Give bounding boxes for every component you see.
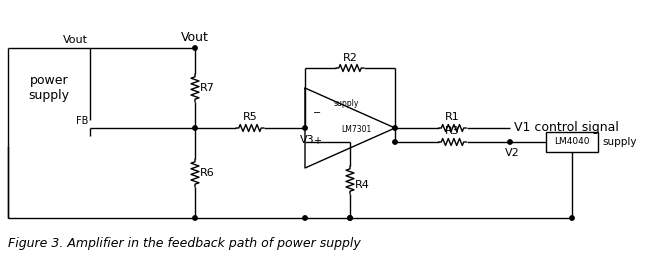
Text: R5: R5 (242, 112, 257, 122)
Text: LM7301: LM7301 (341, 125, 371, 134)
Circle shape (348, 216, 352, 220)
Text: LM4040: LM4040 (554, 138, 590, 147)
Bar (546, 132, 598, 152)
Text: +: + (313, 136, 321, 146)
Circle shape (192, 126, 197, 130)
Circle shape (303, 126, 307, 130)
Text: R1: R1 (445, 112, 460, 122)
Text: Vout: Vout (181, 31, 209, 44)
Text: supply: supply (333, 100, 359, 109)
Text: power
supply: power supply (29, 74, 69, 102)
Circle shape (507, 140, 512, 144)
Circle shape (393, 126, 397, 130)
Text: V1 control signal: V1 control signal (514, 122, 619, 134)
Text: V3: V3 (300, 135, 314, 145)
Text: R2: R2 (342, 53, 358, 63)
Circle shape (348, 216, 352, 220)
Text: R6: R6 (200, 168, 214, 178)
Circle shape (393, 140, 397, 144)
Circle shape (192, 216, 197, 220)
Circle shape (570, 216, 574, 220)
Circle shape (303, 216, 307, 220)
Text: FB: FB (76, 116, 88, 126)
Text: −: − (313, 108, 321, 118)
Text: R3: R3 (445, 126, 460, 136)
Text: R4: R4 (355, 180, 370, 190)
Text: Vout: Vout (63, 35, 88, 45)
Text: supply: supply (602, 137, 637, 147)
Text: R7: R7 (200, 83, 215, 93)
Circle shape (192, 46, 197, 50)
Text: V2: V2 (505, 148, 519, 158)
Text: Figure 3. Amplifier in the feedback path of power supply: Figure 3. Amplifier in the feedback path… (8, 238, 361, 251)
